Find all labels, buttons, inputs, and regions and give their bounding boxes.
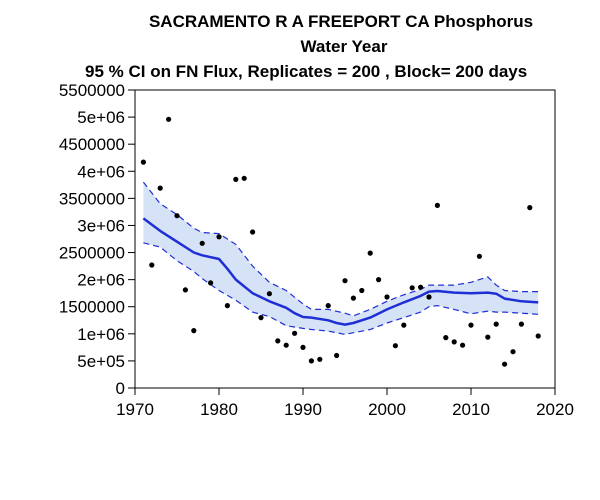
data-point [510,349,516,355]
x-tick-label: 1970 [116,400,154,419]
data-point [418,284,424,290]
data-point [275,338,281,344]
data-point [468,322,474,328]
chart-title-line-1: SACRAMENTO R A FREEPORT CA Phosphorus [149,12,533,31]
data-point [191,328,197,334]
data-point [300,344,306,350]
data-point [376,277,382,283]
data-point [401,322,407,328]
data-point [149,262,155,268]
data-point [174,213,180,219]
data-point [292,330,298,336]
data-point [199,240,205,246]
data-point [216,234,222,240]
data-point [258,315,264,321]
data-point [342,278,348,284]
data-point [157,185,163,191]
x-tick-label: 2000 [368,400,406,419]
y-tick-label: 1e+06 [77,325,125,344]
data-point [460,342,466,348]
data-point [409,285,415,291]
y-tick-label: 2e+06 [77,271,125,290]
data-point [266,291,272,297]
data-point [182,287,188,293]
plot-frame [134,89,556,389]
data-point [166,116,172,122]
data-point [308,358,314,364]
data-point [426,294,432,300]
data-point [485,334,491,340]
data-point [233,176,239,182]
y-tick-label: 5500000 [59,81,125,100]
data-point [250,229,256,235]
data-point [359,287,365,294]
y-tick-label: 5e+05 [77,352,125,371]
chart-title-line-3: 95 % CI on FN Flux, Replicates = 200 , B… [85,62,527,81]
y-tick-label: 1500000 [59,298,125,317]
data-point [208,280,214,286]
flux-line [142,217,539,326]
data-point [224,303,230,309]
data-point [241,175,247,181]
y-tick-label: 0 [116,379,125,398]
ci-upper-line [142,181,539,317]
data-point [283,342,289,348]
data-point [367,250,373,256]
y-axis: 0 5e+05 1e+06 1500000 2e+06 2500000 3e+06 35000… [59,81,135,398]
x-tick-label: 2020 [536,400,574,419]
x-tick-label: 1990 [284,400,322,419]
y-tick-label: 4e+06 [77,162,125,181]
data-point [527,205,533,211]
x-axis: 1970 1980 1990 2000 2010 2020 [116,388,574,419]
data-point [535,333,541,339]
data-point [502,361,508,367]
data-point [518,321,525,327]
data-point [325,303,331,309]
y-tick-label: 3e+06 [77,216,125,235]
x-tick-label: 1980 [200,400,238,419]
data-point [434,202,440,208]
y-tick-label: 3500000 [59,189,125,208]
data-point [140,159,146,165]
y-tick-label: 2500000 [59,244,125,263]
data-point [493,321,499,327]
data-points [140,116,541,367]
data-point [392,343,398,349]
data-point [443,335,449,341]
data-point [317,356,323,362]
data-point [334,352,340,359]
y-tick-label: 4500000 [59,135,125,154]
x-tick-label: 2010 [452,400,490,419]
data-point [451,339,457,345]
data-point [350,295,356,301]
y-tick-label: 5e+06 [77,108,125,127]
chart-title-line-2: Water Year [301,37,388,56]
data-point [476,253,482,259]
data-point [384,294,390,300]
confidence-interval-band [143,182,539,335]
